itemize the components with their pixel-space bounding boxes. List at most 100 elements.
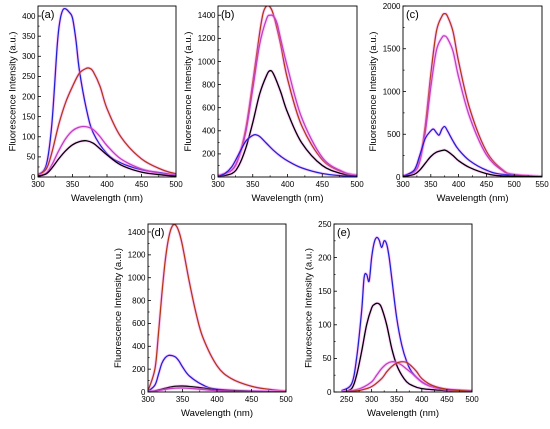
x-tick-label: 300 — [31, 180, 45, 189]
y-axis-title: Fluorescence Intensity (a.u.) — [8, 32, 19, 152]
y-tick-label: 1000 — [198, 57, 216, 66]
x-axis-title: Wavelength (nm) — [367, 408, 439, 419]
series-halo — [403, 12, 542, 177]
y-tick-label: 150 — [22, 112, 36, 121]
y-tick-label: 800 — [132, 296, 146, 305]
series-halo — [218, 6, 357, 177]
x-tick-label: 550 — [535, 180, 549, 189]
y-tick-label: 200 — [318, 253, 332, 262]
y-tick-label: 1000 — [128, 274, 146, 283]
x-tick-label: 400 — [452, 180, 466, 189]
y-tick-label: 1400 — [128, 228, 146, 237]
series-line-black — [403, 149, 542, 177]
y-tick-label: 0 — [396, 173, 401, 182]
chart-panel: 300 350 400 450 500 0 50 100 150 200 250 300 350 400 W… — [8, 5, 183, 204]
x-tick-label: 450 — [245, 395, 259, 404]
y-tick-label: 200 — [22, 92, 36, 101]
y-axis-title: Fluorescence Intensity (a.u.) — [304, 248, 315, 368]
y-tick-label: 250 — [318, 220, 332, 229]
y-tick-label: 350 — [22, 32, 36, 41]
series-line-magenta — [403, 35, 542, 177]
x-tick-label: 350 — [246, 180, 260, 189]
series-line-blue — [148, 354, 286, 392]
y-tick-label: 0 — [141, 388, 146, 397]
series-group — [148, 224, 286, 392]
y-tick-label: 150 — [318, 287, 332, 296]
series-halo — [341, 360, 472, 392]
chart-panel: 250 300 350 400 450 500 0 50 100 150 200 250 Wavelen… — [304, 220, 480, 419]
x-tick-label: 450 — [440, 395, 454, 404]
series-group — [340, 235, 472, 392]
plot-frame — [402, 5, 543, 178]
series-line-blue — [38, 7, 176, 176]
chart-panel: 300 350 400 450 500 0 200 400 600 800 1000 1200 1400… — [113, 223, 293, 419]
y-tick-label: 400 — [202, 127, 216, 136]
x-tick-label: 400 — [100, 180, 114, 189]
y-tick-label: 800 — [202, 80, 216, 89]
y-tick-label: 1200 — [198, 34, 216, 43]
series-line-magenta — [38, 125, 176, 177]
y-tick-label: 0 — [327, 388, 332, 397]
series-group — [38, 6, 176, 177]
panel-label: (d) — [151, 227, 164, 239]
x-axis-title: Wavelength (nm) — [437, 193, 509, 204]
y-tick-label: 400 — [132, 342, 146, 351]
x-axis-title: Wavelength (nm) — [181, 408, 253, 419]
x-tick-label: 300 — [141, 395, 155, 404]
y-tick-label: 600 — [132, 319, 146, 328]
y-tick-label: 1400 — [198, 11, 216, 20]
y-tick-label: 50 — [27, 153, 36, 162]
y-tick-label: 500 — [387, 130, 401, 139]
y-tick-label: 400 — [22, 12, 36, 21]
y-tick-label: 1200 — [128, 251, 146, 260]
panel-label: (c) — [406, 9, 419, 21]
panel-label: (a) — [41, 9, 54, 21]
x-tick-label: 500 — [169, 180, 183, 189]
x-tick-label: 350 — [424, 180, 438, 189]
series-line-blue — [218, 134, 357, 177]
x-tick-label: 450 — [480, 180, 494, 189]
y-tick-label: 200 — [132, 365, 146, 374]
series-line-black — [38, 140, 176, 177]
y-axis-title: Fluorescence Intensity (a.u.) — [113, 248, 124, 368]
series-line-black — [218, 70, 357, 177]
y-axis-title: Fluorescence Intensity (a.u.) — [183, 32, 194, 152]
series-line-brown — [148, 224, 286, 392]
series-line-blue — [403, 125, 542, 177]
series-line-black — [341, 302, 472, 392]
x-axis-title: Wavelength (nm) — [71, 193, 143, 204]
chart-panel: 300 350 400 450 500 0 200 400 600 800 1000 1200 1400… — [183, 5, 364, 204]
y-tick-label: 200 — [202, 150, 216, 159]
series-line-brown — [403, 13, 542, 177]
x-tick-label: 500 — [350, 180, 364, 189]
series-line-brown — [341, 361, 472, 392]
series-line-magenta — [148, 387, 286, 392]
y-tick-label: 600 — [202, 103, 216, 112]
x-tick-label: 300 — [211, 180, 225, 189]
y-tick-label: 1000 — [383, 87, 401, 96]
y-tick-label: 1500 — [383, 45, 401, 54]
y-axis-title: Fluorescence Intensity (a.u.) — [368, 32, 379, 152]
x-tick-label: 300 — [365, 395, 379, 404]
x-tick-label: 350 — [176, 395, 190, 404]
x-tick-label: 450 — [135, 180, 149, 189]
x-tick-label: 250 — [340, 395, 354, 404]
y-tick-label: 100 — [22, 133, 36, 142]
series-line-brown — [218, 6, 357, 177]
chart-panel: 300 350 400 450 500 550 0 500 1000 1500 2000 Wavele… — [368, 2, 549, 204]
y-tick-label: 300 — [22, 52, 36, 61]
series-line-brown — [38, 67, 176, 176]
y-tick-label: 0 — [31, 173, 36, 182]
y-tick-label: 100 — [318, 321, 332, 330]
panel-label: (e) — [337, 227, 350, 239]
series-line-magenta — [341, 361, 472, 392]
panel-label: (b) — [221, 9, 234, 21]
x-tick-label: 450 — [316, 180, 330, 189]
y-tick-label: 2000 — [383, 2, 401, 11]
series-group — [218, 6, 357, 177]
y-tick-label: 0 — [211, 173, 216, 182]
y-tick-label: 50 — [323, 354, 332, 363]
x-axis-title: Wavelength (nm) — [252, 193, 324, 204]
x-tick-label: 500 — [465, 395, 479, 404]
